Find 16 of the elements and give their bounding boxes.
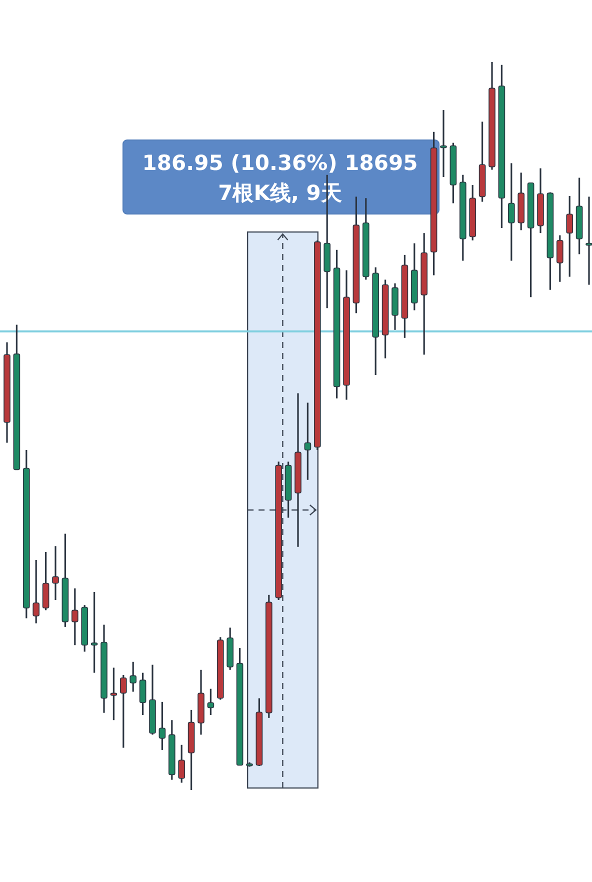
candlestick bbox=[178, 744, 186, 784]
candlestick bbox=[304, 402, 312, 481]
annotation: 186.95 (10.36%) 18695 bbox=[142, 151, 418, 175]
candlestick bbox=[130, 661, 137, 693]
candlestick bbox=[566, 195, 574, 278]
candlestick bbox=[556, 234, 564, 283]
candlestick bbox=[139, 672, 146, 716]
candlestick bbox=[207, 688, 214, 716]
candlestick bbox=[120, 674, 127, 749]
candlestick bbox=[52, 545, 59, 601]
candlestick bbox=[71, 588, 78, 646]
candlestick bbox=[508, 162, 515, 262]
candlestick bbox=[32, 559, 40, 624]
candlestick bbox=[586, 196, 592, 286]
candlestick bbox=[90, 591, 98, 674]
candlestick bbox=[158, 701, 166, 751]
